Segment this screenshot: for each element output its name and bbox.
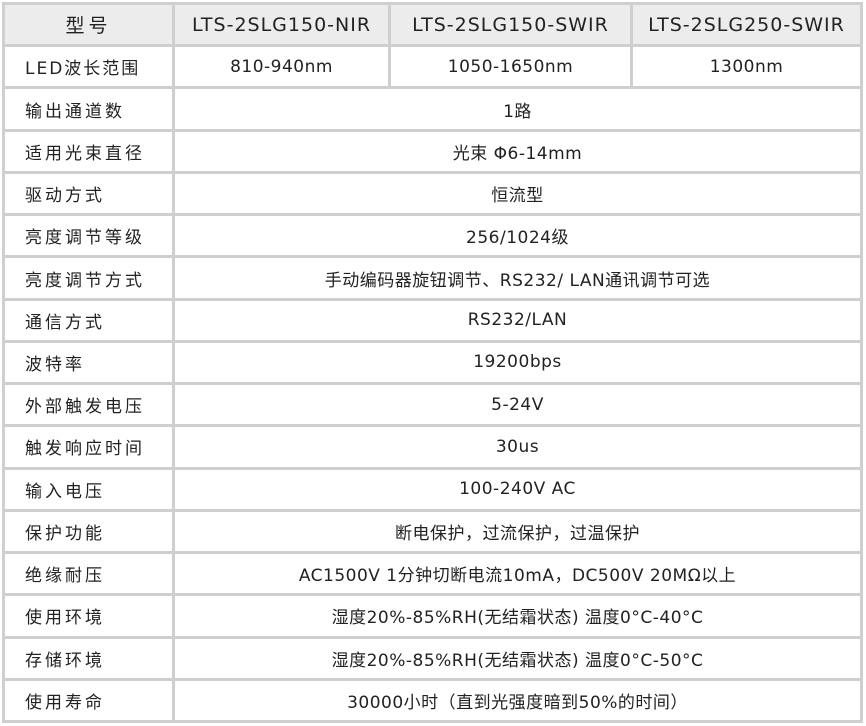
row-label: 使用寿命	[2, 677, 175, 724]
cell-value: 光束 Φ6-14mm	[172, 128, 863, 174]
table-row: 亮度调节方式 手动编码器旋钮调节、RS232/ LAN通讯调节可选	[2, 255, 863, 301]
row-label: 驱动方式	[2, 170, 175, 217]
row-label: 亮度调节等级	[2, 213, 175, 259]
cell-value: 1路	[172, 86, 863, 132]
table-row: 使用环境 湿度20%-85%RH(无结霜状态) 温度0°C-40°C	[2, 593, 863, 639]
cell-value: 湿度20%-85%RH(无结霜状态) 温度0°C-40°C	[172, 593, 863, 639]
row-label: 外部触发电压	[2, 382, 175, 428]
model-name: LTS-2SLG150-NIR	[172, 1, 391, 48]
row-label: 适用光束直径	[2, 128, 175, 174]
cell-value: 恒流型	[172, 170, 863, 217]
table-row: 输入电压 100-240V AC	[2, 466, 863, 512]
cell-value: 断电保护，过流保护，过温保护	[172, 508, 863, 555]
cell-value: 810-940nm	[172, 44, 391, 90]
table-row: 亮度调节等级 256/1024级	[2, 213, 863, 259]
table-row: 驱动方式 恒流型	[2, 170, 863, 217]
table-row: 使用寿命 30000小时（直到光强度暗到50%的时间）	[2, 677, 863, 724]
table-row: 适用光束直径 光束 Φ6-14mm	[2, 128, 863, 174]
table-row: 保护功能 断电保护，过流保护，过温保护	[2, 508, 863, 555]
model-name: LTS-2SLG250-SWIR	[630, 1, 863, 48]
cell-value: 100-240V AC	[172, 466, 863, 512]
cell-value: 1050-1650nm	[388, 44, 633, 90]
row-label: 输出通道数	[2, 86, 175, 132]
cell-value: 30us	[172, 424, 863, 470]
header-label: 型号	[2, 1, 175, 48]
row-label: 保护功能	[2, 508, 175, 555]
table-row: 触发响应时间 30us	[2, 424, 863, 470]
table-row: 波特率 19200bps	[2, 339, 863, 386]
table-row: 绝缘耐压 AC1500V 1分钟切断电流10mA，DC500V 20MΩ以上	[2, 551, 863, 597]
table-row: 存储环境 湿度20%-85%RH(无结霜状态) 温度0°C-50°C	[2, 635, 863, 681]
row-label: 触发响应时间	[2, 424, 175, 470]
row-label: 亮度调节方式	[2, 255, 175, 301]
row-label: 波特率	[2, 339, 175, 386]
cell-value: 5-24V	[172, 382, 863, 428]
cell-value: 30000小时（直到光强度暗到50%的时间）	[172, 677, 863, 724]
cell-value: 湿度20%-85%RH(无结霜状态) 温度0°C-50°C	[172, 635, 863, 681]
row-label: 通信方式	[2, 297, 175, 343]
cell-value: RS232/LAN	[172, 297, 863, 343]
row-label: 绝缘耐压	[2, 551, 175, 597]
cell-value: 1300nm	[630, 44, 863, 90]
model-name: LTS-2SLG150-SWIR	[388, 1, 633, 48]
table-row: 通信方式 RS232/LAN	[2, 297, 863, 343]
table-row: 外部触发电压 5-24V	[2, 382, 863, 428]
cell-value: 19200bps	[172, 339, 863, 386]
cell-value: 手动编码器旋钮调节、RS232/ LAN通讯调节可选	[172, 255, 863, 301]
row-label: 输入电压	[2, 466, 175, 512]
table-row: 输出通道数 1路	[2, 86, 863, 132]
row-label: LED波长范围	[2, 44, 175, 90]
row-label: 存储环境	[2, 635, 175, 681]
cell-value: 256/1024级	[172, 213, 863, 259]
header-row: 型号 LTS-2SLG150-NIR LTS-2SLG150-SWIR LTS-…	[2, 1, 863, 48]
row-label: 使用环境	[2, 593, 175, 639]
table-row: LED波长范围 810-940nm 1050-1650nm 1300nm	[2, 44, 863, 90]
cell-value: AC1500V 1分钟切断电流10mA，DC500V 20MΩ以上	[172, 551, 863, 597]
